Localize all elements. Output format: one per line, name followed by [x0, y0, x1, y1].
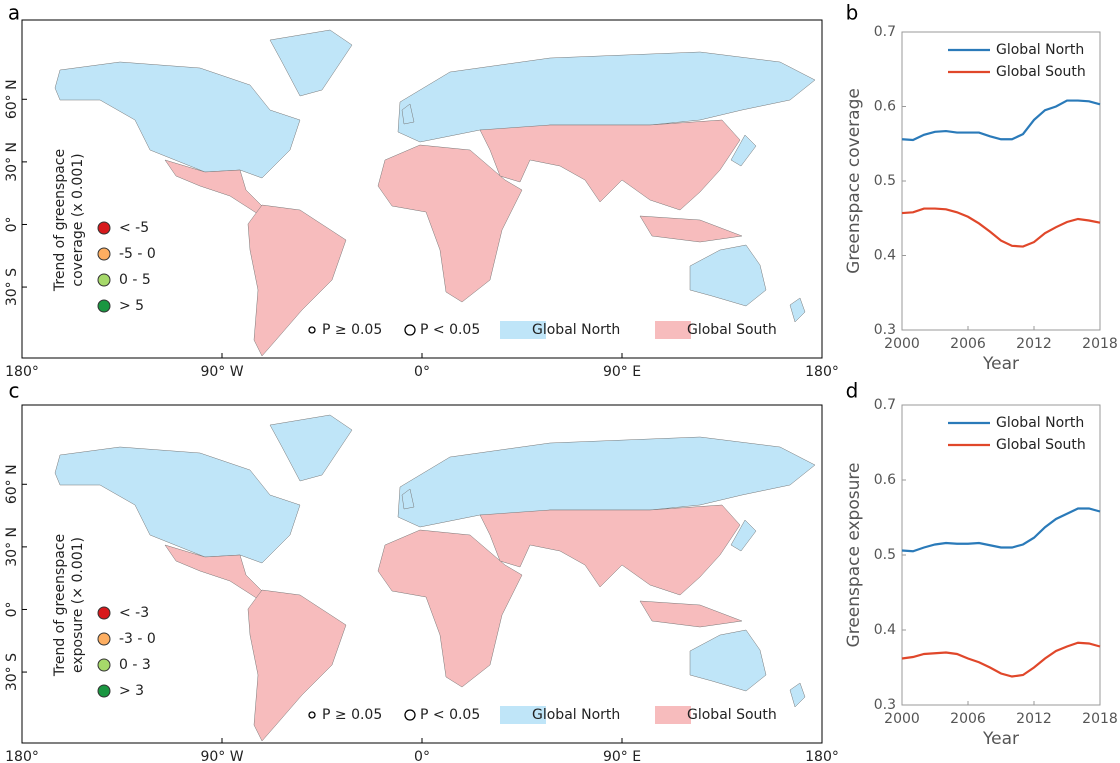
x-tick-label: 2012 [1016, 336, 1052, 352]
y-tick-label: 0.7 [874, 397, 896, 413]
y-tick-label: 0.3 [874, 697, 896, 713]
y-axis-label: Greenspace exposure [844, 463, 864, 648]
legend-label: > 5 [119, 298, 144, 314]
x-tick-label: 90° E [603, 364, 641, 380]
y-tick-label: 30° S [4, 268, 20, 306]
y-tick-label: 30° N [4, 142, 20, 182]
legend-title: exposure (× 0.001) [70, 537, 86, 673]
legend-label: Global North [996, 415, 1084, 431]
x-tick-label: 2000 [884, 711, 920, 727]
panel: a 180° 90° W 0° 90° E 180° 60° N 30° N 0° 30° S Tr… [4, 1, 839, 381]
significance-label: P < 0.05 [420, 707, 480, 723]
legend-title: Trend of greenspace [52, 534, 68, 677]
x-tick-label: 2006 [950, 336, 986, 352]
x-tick-label: 2018 [1082, 336, 1118, 352]
region-swatch [500, 321, 546, 339]
y-tick-label: 0° [4, 602, 20, 618]
legend-label: -5 - 0 [119, 246, 156, 262]
panel: b 0.3 0.4 0.5 0.6 0.7 2000 2006 2012 2018 Year Gree… [844, 1, 1118, 375]
y-tick-label: 0.7 [874, 24, 896, 40]
legend-label: 0 - 5 [119, 272, 151, 288]
x-axis-label: Year [982, 729, 1019, 749]
y-tick-label: 60° N [4, 79, 20, 119]
y-tick-label: 0° [4, 217, 20, 233]
y-tick-label: 0.3 [874, 322, 896, 338]
y-axis-label: Greenspace coverage [844, 88, 864, 274]
x-axis-label: Year [982, 354, 1019, 374]
series-line [901, 641, 1101, 678]
x-tick-label: 2000 [884, 336, 920, 352]
significance-marker [404, 324, 416, 336]
panel-label: c [9, 379, 20, 403]
x-tick-label: 90° E [603, 749, 641, 763]
x-tick-label: 180° [5, 364, 39, 380]
region-label: Global South [687, 322, 777, 338]
region-swatch [500, 706, 546, 724]
region-swatch [655, 321, 691, 339]
x-tick-label: 90° W [200, 364, 243, 380]
x-tick-label: 2012 [1016, 711, 1052, 727]
panel-label: b [846, 1, 859, 25]
legend-label: Global South [996, 64, 1086, 80]
legend-title: Trend of greenspace [52, 149, 68, 292]
legend-label: Global North [996, 42, 1084, 58]
x-tick-label: 2018 [1082, 711, 1118, 727]
significance-marker [308, 326, 316, 334]
significance-label: P ≥ 0.05 [322, 707, 382, 723]
series-line [901, 207, 1101, 248]
legend-marker [97, 273, 111, 287]
region-label: Global South [687, 707, 777, 723]
legend-marker [97, 221, 111, 235]
y-tick-label: 60° N [4, 464, 20, 504]
legend-marker [97, 299, 111, 313]
panel: d 0.3 0.4 0.5 0.6 0.7 2000 2006 2012 2018 Year Gree… [844, 379, 1118, 750]
x-tick-label: 180° [805, 364, 839, 380]
x-tick-label: 0° [414, 364, 430, 380]
significance-marker [404, 709, 416, 721]
region-swatch [655, 706, 691, 724]
legend-marker [97, 632, 111, 646]
y-tick-label: 0.5 [874, 173, 896, 189]
x-tick-label: 180° [805, 749, 839, 763]
panel-label: d [846, 379, 859, 403]
significance-label: P ≥ 0.05 [322, 322, 382, 338]
legend-label: < -5 [119, 220, 149, 236]
legend-marker [97, 658, 111, 672]
panel: c 180° 90° W 0° 90° E 180° 60° N 30° N 0° 30° S Tr… [4, 379, 839, 763]
x-tick-label: 2006 [950, 711, 986, 727]
legend-label: Global South [996, 437, 1086, 453]
y-tick-label: 30° S [4, 653, 20, 691]
x-tick-label: 180° [5, 749, 39, 763]
legend-label: -3 - 0 [119, 631, 156, 647]
region-label: Global North [532, 322, 620, 338]
significance-marker [308, 711, 316, 719]
y-tick-label: 0.4 [874, 248, 896, 264]
y-tick-label: 0.6 [874, 472, 896, 488]
legend-marker [97, 247, 111, 261]
series-line [901, 99, 1101, 142]
legend-marker [97, 684, 111, 698]
legend-label: > 3 [119, 683, 144, 699]
panels: a 180° 90° W 0° 90° E 180° 60° N 30° N 0° 30° S Tr… [4, 1, 1118, 763]
region-label: Global North [532, 707, 620, 723]
y-tick-label: 0.5 [874, 547, 896, 563]
legend-marker [97, 606, 111, 620]
x-tick-label: 90° W [200, 749, 243, 763]
y-tick-label: 30° N [4, 527, 20, 567]
x-tick-label: 0° [414, 749, 430, 763]
series-line [901, 507, 1101, 553]
legend-label: 0 - 3 [119, 657, 151, 673]
y-tick-label: 0.4 [874, 622, 896, 638]
panel-label: a [8, 1, 20, 25]
significance-label: P < 0.05 [420, 322, 480, 338]
legend-label: < -3 [119, 605, 149, 621]
legend-title: coverage (x 0.001) [70, 153, 86, 286]
y-tick-label: 0.6 [874, 99, 896, 115]
